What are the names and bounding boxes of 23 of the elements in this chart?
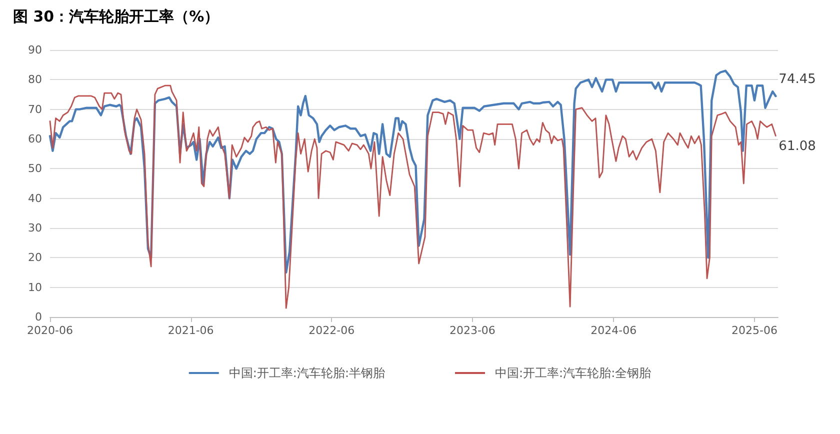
- y-tick-label: 20: [28, 251, 42, 264]
- x-tick-label: 2024-06: [590, 324, 637, 337]
- y-tick-label: 70: [28, 102, 42, 116]
- x-tick-label: 2023-06: [449, 324, 496, 337]
- x-tick-label: 2021-06: [168, 324, 214, 337]
- annotation: 74.45: [778, 72, 816, 88]
- y-tick-label: 80: [28, 73, 42, 86]
- y-tick-label: 0: [35, 310, 42, 324]
- x-tick-label: 2022-06: [308, 324, 355, 337]
- annotation: 61.08: [778, 138, 816, 154]
- chart-title: 图 30：汽车轮胎开工率（%）: [13, 8, 220, 26]
- y-tick-label: 30: [28, 222, 42, 234]
- x-tick-label: 2025-06: [731, 324, 778, 337]
- legend-label: 中国:开工率:汽车轮胎:半钢胎: [228, 366, 386, 380]
- line-series: [48, 70, 777, 274]
- x-tick-label: 2020-06: [27, 324, 73, 337]
- line-series: [49, 84, 776, 309]
- legend-label: 中国:开工率:汽车轮胎:全钢胎: [495, 366, 652, 380]
- y-tick-label: 10: [28, 280, 42, 294]
- y-tick-label: 90: [28, 44, 42, 56]
- y-tick-label: 50: [28, 162, 42, 176]
- y-tick-label: 40: [28, 192, 42, 205]
- y-tick-label: 60: [28, 132, 42, 146]
